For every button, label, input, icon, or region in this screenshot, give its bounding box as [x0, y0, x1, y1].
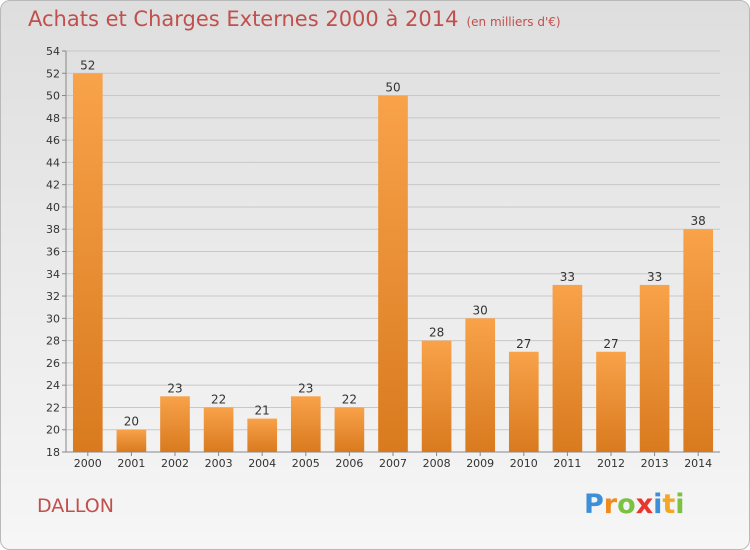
bar-2000 — [72, 73, 103, 453]
x-tick-label-2006: 2006 — [335, 457, 363, 470]
y-tick-label-24: 24 — [46, 379, 60, 392]
axes: 18 20 22 24 26 28 30 32 34 36 38 40 42 44 46 48 50 52 54 20… — [46, 45, 720, 470]
x-tick-label-2009: 2009 — [466, 457, 494, 470]
x-tick-label-2000: 2000 — [74, 457, 102, 470]
logo-letter: o — [617, 489, 636, 520]
logo-letter: x — [635, 489, 654, 520]
bar-2014 — [683, 229, 714, 452]
city-name: DALLON — [37, 495, 114, 517]
y-tick-label-50: 50 — [46, 90, 60, 103]
bar-2011 — [552, 284, 583, 452]
logo-letter: t — [662, 489, 676, 520]
logo-letter: i — [653, 489, 663, 520]
x-tick-label-2005: 2005 — [292, 457, 320, 470]
bar-2012 — [596, 351, 626, 452]
data-label-2009: 30 — [473, 303, 488, 317]
data-label-2012: 27 — [603, 337, 618, 351]
data-label-2000: 52 — [80, 58, 95, 72]
data-label-2007: 50 — [385, 81, 400, 95]
bar-2001 — [116, 429, 147, 452]
x-tick-label-2008: 2008 — [423, 457, 451, 470]
bar-2008 — [421, 340, 452, 452]
bar-2007 — [378, 95, 408, 453]
bar-2003 — [203, 407, 234, 452]
y-tick-label-30: 30 — [46, 312, 60, 325]
x-tick-label-2003: 2003 — [205, 457, 233, 470]
logo-letter: r — [603, 489, 618, 520]
bar-2004 — [247, 418, 278, 452]
y-tick-label-40: 40 — [46, 201, 60, 214]
chart-title-text: Achats et Charges Externes 2000 à 2014 — [28, 7, 459, 31]
bars: 52 20 23 22 21 23 22 50 28 30 27 33 27 33 38 — [72, 58, 714, 453]
y-tick-label-22: 22 — [46, 401, 60, 414]
x-tick-label-2013: 2013 — [641, 457, 669, 470]
bar-2009 — [465, 318, 496, 452]
x-tick-label-2010: 2010 — [510, 457, 538, 470]
y-tick-label-36: 36 — [46, 246, 60, 259]
bar-2002 — [160, 396, 190, 452]
y-tick-label-18: 18 — [46, 446, 60, 459]
y-tick-label-46: 46 — [46, 134, 60, 147]
data-label-2004: 21 — [255, 404, 270, 418]
proxiti-logo[interactable]: Proxiti — [584, 489, 685, 520]
data-label-2001: 20 — [124, 415, 139, 429]
x-tick-label-2011: 2011 — [553, 457, 581, 470]
y-tick-label-28: 28 — [46, 335, 60, 348]
x-tick-label-2004: 2004 — [248, 457, 276, 470]
y-tick-label-52: 52 — [46, 67, 60, 80]
data-label-2005: 23 — [298, 381, 313, 395]
data-label-2002: 23 — [167, 381, 182, 395]
x-tick-label-2002: 2002 — [161, 457, 189, 470]
y-tick-label-42: 42 — [46, 179, 60, 192]
y-tick-label-38: 38 — [46, 223, 60, 236]
data-label-2011: 33 — [560, 270, 575, 284]
y-tick-label-20: 20 — [46, 424, 60, 437]
chart-title: Achats et Charges Externes 2000 à 2014 (e… — [28, 7, 561, 31]
y-tick-label-32: 32 — [46, 290, 60, 303]
x-tick-label-2014: 2014 — [684, 457, 712, 470]
y-tick-label-26: 26 — [46, 357, 60, 370]
data-label-2010: 27 — [516, 337, 531, 351]
x-tick-label-2007: 2007 — [379, 457, 407, 470]
bar-2013 — [639, 284, 670, 452]
data-label-2003: 22 — [211, 392, 226, 406]
y-tick-label-34: 34 — [46, 268, 60, 281]
y-tick-label-44: 44 — [46, 156, 60, 169]
y-tick-label-54: 54 — [46, 45, 60, 58]
bar-2005 — [290, 396, 321, 452]
bar-2010 — [508, 351, 539, 452]
x-tick-label-2012: 2012 — [597, 457, 625, 470]
x-tick-label-2001: 2001 — [117, 457, 145, 470]
data-label-2014: 38 — [691, 214, 706, 228]
logo-letter: i — [675, 489, 685, 520]
data-label-2008: 28 — [429, 326, 444, 340]
y-tick-label-48: 48 — [46, 112, 60, 125]
unit-note: (en milliers d'€) — [466, 15, 561, 29]
data-label-2013: 33 — [647, 270, 662, 284]
logo-letter: P — [584, 489, 604, 520]
data-label-2006: 22 — [342, 392, 357, 406]
bar-2006 — [334, 407, 365, 452]
